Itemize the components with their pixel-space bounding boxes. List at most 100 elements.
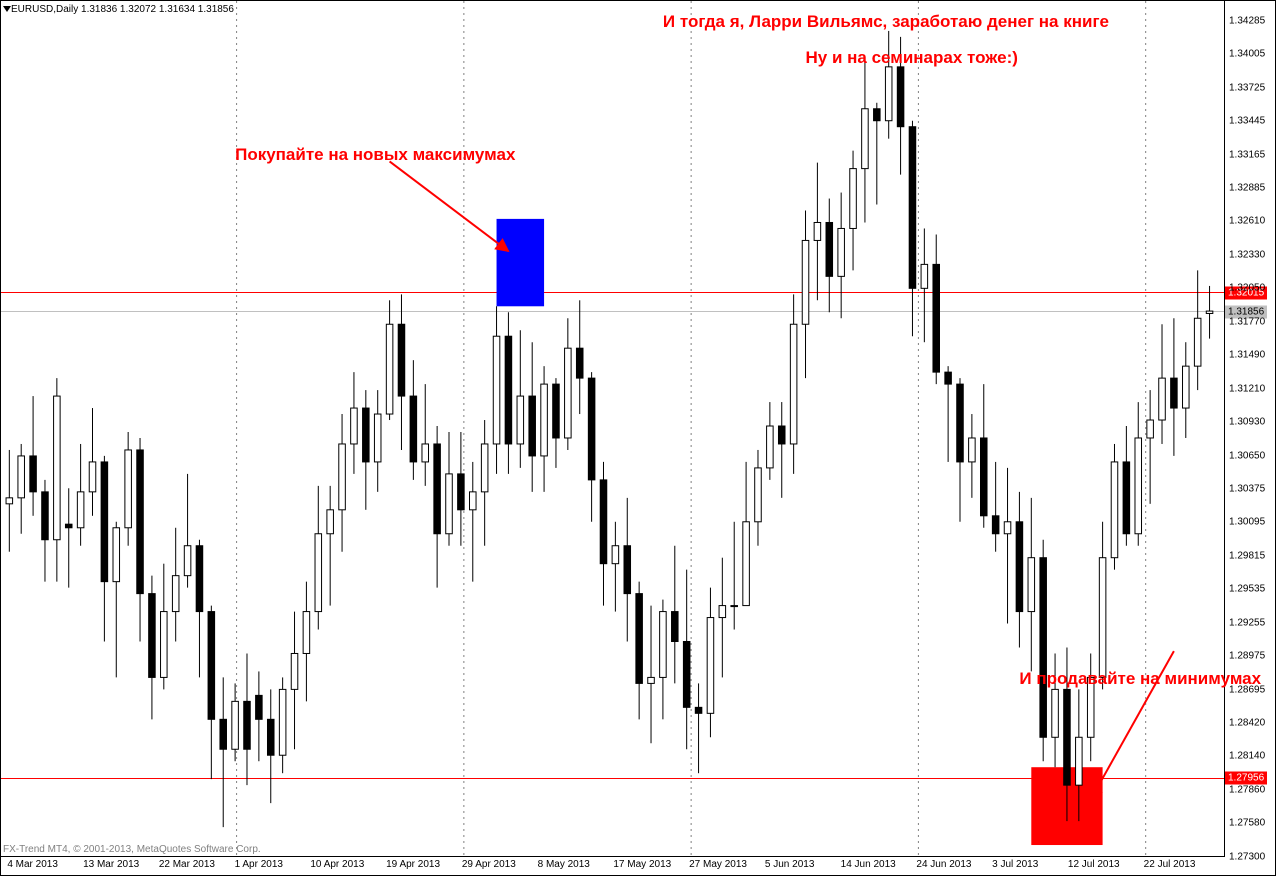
candle bbox=[481, 444, 488, 492]
candle bbox=[505, 336, 512, 444]
candle bbox=[826, 222, 833, 276]
x-tick-label: 10 Apr 2013 bbox=[310, 859, 364, 870]
candle bbox=[125, 450, 132, 528]
candle bbox=[339, 444, 346, 510]
x-tick-label: 12 Jul 2013 bbox=[1068, 859, 1120, 870]
x-tick-label: 5 Jun 2013 bbox=[765, 859, 815, 870]
candle bbox=[54, 396, 61, 540]
x-tick-label: 13 Mar 2013 bbox=[83, 859, 139, 870]
candle bbox=[909, 127, 916, 289]
candle bbox=[553, 384, 560, 438]
candle bbox=[65, 524, 72, 528]
candle bbox=[1135, 438, 1142, 534]
candle bbox=[422, 444, 429, 462]
copyright: FX-Trend MT4, © 2001-2013, MetaQuotes So… bbox=[3, 844, 261, 855]
y-axis: 1.320151.279561.318561.273001.275801.278… bbox=[1224, 1, 1275, 857]
chart-plot-area[interactable] bbox=[1, 1, 1225, 857]
candle bbox=[767, 426, 774, 468]
candle bbox=[1052, 689, 1059, 737]
candle bbox=[244, 701, 251, 749]
y-tick-label: 1.28140 bbox=[1229, 751, 1265, 762]
x-tick-label: 24 Jun 2013 bbox=[916, 859, 971, 870]
candle bbox=[77, 492, 84, 528]
candle bbox=[351, 408, 358, 444]
candle bbox=[42, 492, 49, 540]
candle bbox=[1028, 558, 1035, 612]
candle bbox=[790, 324, 797, 444]
y-tick-label: 1.27580 bbox=[1229, 818, 1265, 829]
candle bbox=[980, 438, 987, 516]
candle bbox=[446, 474, 453, 534]
candle bbox=[1194, 318, 1201, 366]
y-tick-label: 1.29255 bbox=[1229, 617, 1265, 628]
candle bbox=[327, 510, 334, 534]
candle bbox=[743, 522, 750, 606]
candle bbox=[196, 546, 203, 612]
candle bbox=[624, 546, 631, 594]
candle bbox=[660, 612, 667, 678]
candle bbox=[992, 516, 999, 534]
x-tick-label: 8 May 2013 bbox=[538, 859, 590, 870]
candle bbox=[172, 576, 179, 612]
y-tick-label: 1.32330 bbox=[1229, 249, 1265, 260]
candle bbox=[1004, 522, 1011, 534]
x-tick-label: 3 Jul 2013 bbox=[992, 859, 1038, 870]
candle bbox=[1183, 366, 1190, 408]
candle bbox=[256, 695, 263, 719]
candle bbox=[1064, 689, 1071, 785]
x-tick-label: 27 May 2013 bbox=[689, 859, 747, 870]
buy-box bbox=[497, 219, 545, 306]
y-tick-label: 1.32610 bbox=[1229, 216, 1265, 227]
candle bbox=[386, 324, 393, 414]
candle bbox=[101, 462, 108, 582]
candle bbox=[588, 378, 595, 480]
candle bbox=[279, 689, 286, 755]
candle bbox=[850, 169, 857, 229]
candle bbox=[957, 384, 964, 462]
candle bbox=[232, 701, 239, 749]
candle bbox=[885, 67, 892, 121]
x-tick-label: 14 Jun 2013 bbox=[841, 859, 896, 870]
candle bbox=[220, 719, 227, 749]
y-tick-label: 1.32050 bbox=[1229, 283, 1265, 294]
candle bbox=[576, 348, 583, 378]
price-tag: 1.27956 bbox=[1225, 772, 1267, 785]
candle bbox=[778, 426, 785, 444]
candle bbox=[1206, 311, 1213, 313]
candle bbox=[434, 444, 441, 534]
candle bbox=[802, 240, 809, 324]
y-tick-label: 1.31770 bbox=[1229, 316, 1265, 327]
candle bbox=[874, 109, 881, 121]
candle bbox=[303, 612, 310, 654]
candle bbox=[1016, 522, 1023, 612]
annot-top2: Ну и на семинарах тоже:) bbox=[806, 48, 1018, 68]
y-tick-label: 1.31490 bbox=[1229, 350, 1265, 361]
candle bbox=[398, 324, 405, 396]
x-tick-label: 22 Mar 2013 bbox=[159, 859, 215, 870]
candle bbox=[1147, 420, 1154, 438]
y-tick-label: 1.27300 bbox=[1229, 852, 1265, 863]
candle bbox=[529, 396, 536, 456]
x-axis: 4 Mar 201313 Mar 201322 Mar 20131 Apr 20… bbox=[1, 856, 1225, 875]
candle bbox=[612, 546, 619, 564]
candle bbox=[1159, 378, 1166, 420]
candle bbox=[267, 719, 274, 755]
candle bbox=[921, 264, 928, 288]
candle bbox=[695, 707, 702, 713]
candle bbox=[374, 414, 381, 462]
candle bbox=[1076, 737, 1083, 785]
x-tick-label: 19 Apr 2013 bbox=[386, 859, 440, 870]
annot-sell: И продавайте на минимумах bbox=[1019, 669, 1261, 689]
chart-window[interactable]: EURUSD,Daily 1.31836 1.32072 1.31634 1.3… bbox=[0, 0, 1276, 876]
candle bbox=[291, 653, 298, 689]
candle bbox=[113, 528, 120, 582]
candle bbox=[862, 109, 869, 169]
candle bbox=[363, 408, 370, 462]
candle bbox=[6, 498, 13, 504]
candle bbox=[137, 450, 144, 594]
buy-arrow bbox=[390, 161, 509, 251]
candle bbox=[897, 67, 904, 127]
candle bbox=[672, 612, 679, 642]
annot-top1: И тогда я, Ларри Вильямс, заработаю дене… bbox=[663, 12, 1109, 32]
y-tick-label: 1.31210 bbox=[1229, 383, 1265, 394]
